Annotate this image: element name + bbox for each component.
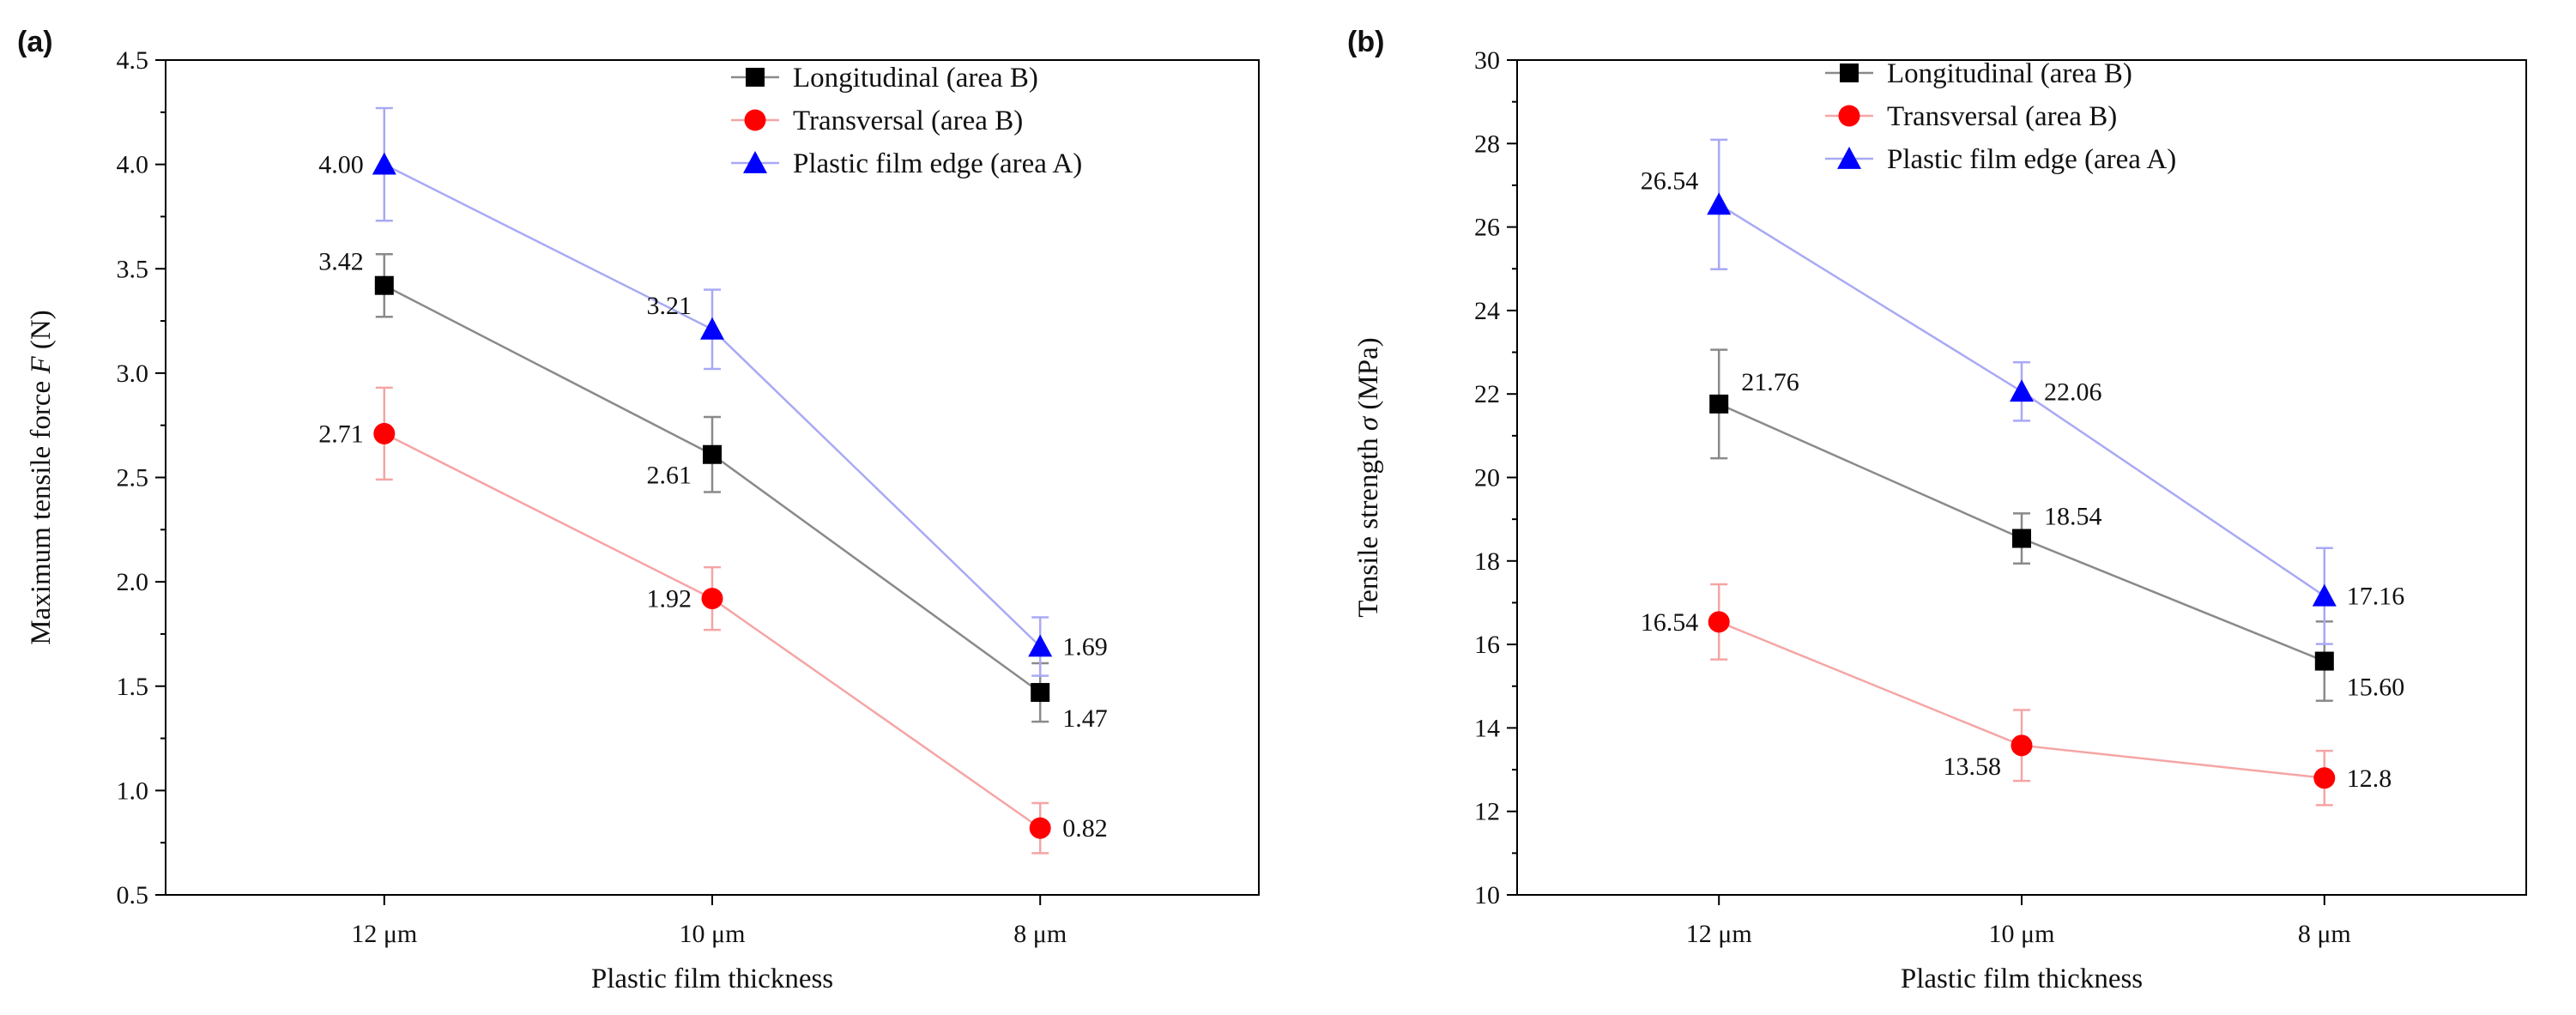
y-tick-label: 2.5 (117, 464, 149, 492)
data-label: 1.47 (1062, 704, 1108, 733)
y-tick-label: 12 (1474, 798, 1500, 826)
legend-marker (744, 109, 766, 131)
series-triangle: 26.54 22.06 17.16 (1641, 138, 2405, 645)
panel-label: (b) (1347, 26, 1384, 58)
legend: Longitudinal (area B) Transversal (area B… (1825, 58, 2176, 175)
x-tick-label: 12 μm (351, 920, 417, 948)
y-tick-label: 4.0 (117, 151, 149, 179)
x-axis-label: Plastic film thickness (591, 964, 833, 994)
data-point (2012, 529, 2031, 548)
legend-marker (1838, 105, 1860, 127)
data-point (1031, 683, 1050, 703)
y-tick-label: 3.0 (117, 359, 149, 388)
data-label: 2.71 (318, 420, 364, 448)
y-tick-label: 30 (1474, 46, 1500, 75)
data-label: 16.54 (1641, 608, 1699, 637)
y-tick-label: 1.5 (117, 673, 149, 701)
legend-marker (743, 151, 767, 173)
y-axis-symbol: F (26, 356, 57, 375)
series-triangle: 4.00 3.21 1.69 (318, 106, 1108, 677)
series-square: 21.76 18.54 15.60 (1709, 348, 2405, 703)
legend: Longitudinal (area B) Transversal (area B… (731, 63, 1082, 179)
legend-marker (746, 68, 765, 87)
data-label: 18.54 (2044, 503, 2102, 531)
data-point (2011, 734, 2033, 757)
data-point (1707, 192, 1732, 215)
data-label: 1.69 (1062, 633, 1108, 662)
data-label: 17.16 (2347, 583, 2405, 611)
legend-marker (1837, 147, 1861, 169)
series-circle: 2.71 1.92 0.82 (318, 386, 1108, 855)
data-label: 2.61 (647, 462, 692, 490)
legend-label: Longitudinal (area B) (793, 63, 1038, 94)
x-tick-label: 10 μm (1989, 920, 2055, 948)
data-point (2010, 379, 2034, 402)
y-axis-symbol: σ (1353, 415, 1384, 431)
legend-label: Plastic film edge (area A) (793, 148, 1082, 179)
y-tick-label: 18 (1474, 547, 1500, 576)
x-tick-label: 8 μm (1013, 920, 1067, 948)
y-tick-label: 2.0 (117, 568, 149, 596)
panel-label: (a) (17, 26, 53, 58)
x-axis-label: Plastic film thickness (1901, 964, 2143, 994)
y-axis-label: Tensile strength σ (MPa) (1353, 337, 1384, 618)
data-point (2312, 583, 2337, 607)
y-axis-label-text: Maximum tensile force (26, 374, 57, 645)
data-label: 3.21 (647, 292, 692, 320)
x-tick-label: 12 μm (1686, 920, 1752, 948)
legend-marker (1840, 63, 1859, 82)
y-tick-label: 20 (1474, 464, 1500, 492)
data-point (701, 588, 723, 610)
data-point (1709, 394, 1729, 414)
y-tick-label: 1.0 (117, 776, 149, 805)
data-point (1708, 611, 1730, 633)
series-circle: 16.54 13.58 12.8 (1641, 583, 2392, 807)
y-tick-label: 22 (1474, 380, 1500, 408)
chart-panel-b: (b) 10 12 14 16 18 20 22 24 26 28 30 12 μm 10 μm 8 μm P… (1347, 26, 2527, 994)
data-label: 13.58 (1944, 752, 2002, 781)
y-tick-label: 10 (1474, 881, 1500, 909)
y-tick-label: 16 (1474, 631, 1500, 659)
x-tick-label: 10 μm (680, 920, 746, 948)
y-axis-unit: (MPa) (1353, 337, 1384, 417)
y-axis-unit: (N) (26, 310, 57, 356)
y-tick-label: 26 (1474, 214, 1500, 242)
data-point (2313, 767, 2336, 789)
data-point (2314, 651, 2334, 671)
data-point (1029, 817, 1051, 839)
y-tick-label: 28 (1474, 130, 1500, 158)
legend-label: Transversal (area B) (793, 106, 1023, 136)
y-tick-label: 3.5 (117, 255, 149, 283)
data-point (373, 422, 396, 444)
y-axis-label: Maximum tensile force F (N) (26, 310, 57, 644)
data-label: 21.76 (1741, 368, 1799, 396)
legend-label: Plastic film edge (area A) (1887, 144, 2176, 175)
data-label: 26.54 (1641, 166, 1699, 195)
data-point (700, 317, 724, 340)
data-point (1028, 634, 1053, 657)
data-label: 4.00 (318, 151, 364, 179)
y-tick-label: 4.5 (117, 46, 149, 75)
y-tick-label: 24 (1474, 297, 1500, 325)
y-tick-label: 0.5 (117, 881, 149, 909)
data-point (703, 444, 722, 464)
data-label: 12.8 (2347, 764, 2392, 793)
data-label: 15.60 (2347, 674, 2405, 702)
data-label: 22.06 (2044, 378, 2102, 406)
y-axis-label-text: Tensile strength (1353, 431, 1384, 618)
legend-label: Longitudinal (area B) (1887, 58, 2132, 89)
legend-label: Transversal (area B) (1887, 101, 2117, 132)
chart-panel-a: (a) 0.5 1.0 1.5 2.0 2.5 3.0 3.5 4.0 4.5 12 μm 10 μm… (17, 26, 1260, 994)
data-label: 1.92 (647, 585, 692, 613)
data-label: 0.82 (1062, 814, 1108, 843)
x-tick-label: 8 μm (2298, 920, 2351, 948)
data-point (374, 275, 394, 295)
data-point (372, 152, 396, 175)
y-tick-label: 14 (1474, 714, 1500, 742)
data-label: 3.42 (318, 248, 364, 276)
